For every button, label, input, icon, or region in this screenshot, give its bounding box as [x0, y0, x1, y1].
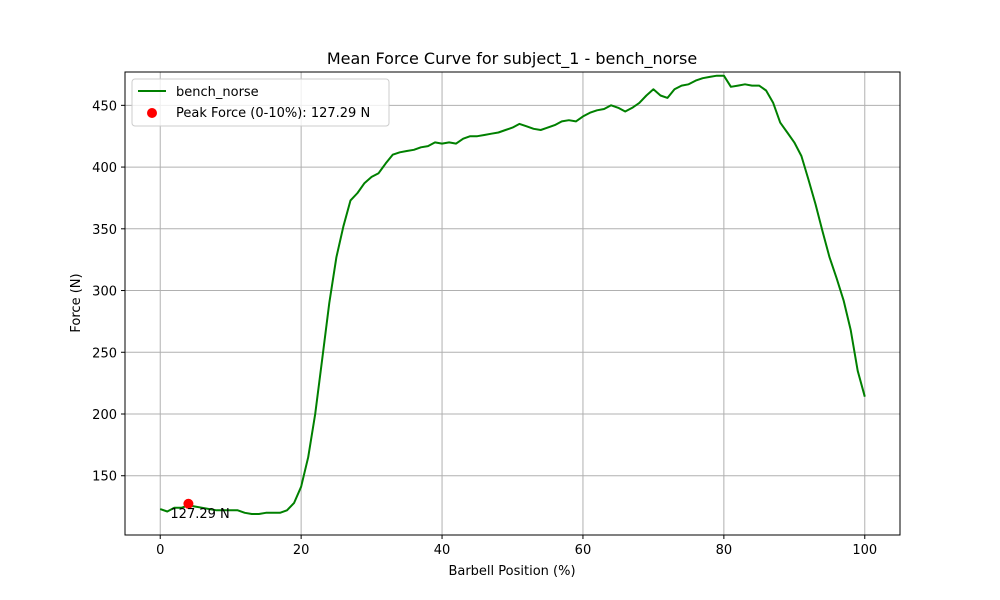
y-tick-label: 200	[92, 408, 117, 423]
y-tick-label: 150	[92, 470, 117, 485]
grid-lines	[125, 72, 900, 535]
peak-force-marker	[183, 498, 194, 509]
x-axis-label: Barbell Position (%)	[448, 564, 575, 579]
y-tick-label: 250	[92, 346, 117, 361]
series-layer: 127.29 N	[159, 74, 866, 522]
x-tick-label: 100	[852, 543, 877, 558]
y-tick-label: 450	[92, 99, 117, 114]
legend-label-series: bench_norse	[176, 85, 259, 100]
axis-ticks: 0 20 40 60 80 100 150 200 250 300 350 400 450	[92, 99, 877, 558]
x-tick-label: 40	[434, 543, 451, 558]
plot-area-frame	[124, 71, 901, 536]
legend-marker-swatch	[147, 108, 157, 118]
x-tick-label: 0	[156, 543, 164, 558]
y-tick-label: 350	[92, 223, 117, 238]
x-tick-label: 60	[575, 543, 592, 558]
legend-box	[131, 78, 390, 127]
y-tick-label: 400	[92, 161, 117, 176]
series-line-bench_norse	[159, 74, 866, 515]
legend: bench_norse Peak Force (0-10%): 127.29 N	[131, 78, 390, 127]
chart-title: Mean Force Curve for subject_1 - bench_n…	[327, 49, 697, 69]
y-tick-label: 300	[92, 285, 117, 300]
legend-label-peak: Peak Force (0-10%): 127.29 N	[176, 106, 370, 121]
x-tick-label: 20	[293, 543, 310, 558]
x-tick-label: 80	[716, 543, 733, 558]
peak-force-annotation: 127.29 N	[170, 507, 229, 522]
y-axis-label: Force (N)	[69, 273, 84, 332]
